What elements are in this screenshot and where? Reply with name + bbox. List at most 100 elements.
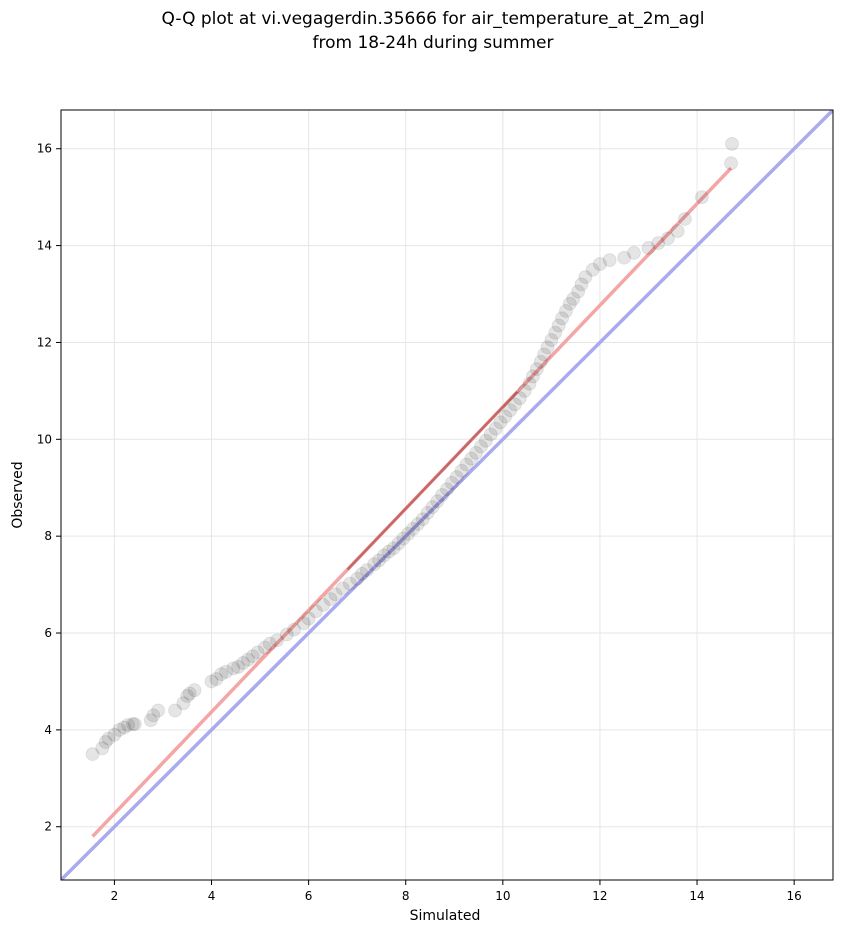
qq-point (143, 713, 158, 728)
qq-point (204, 674, 219, 689)
qq-point (641, 241, 656, 256)
qq-point (209, 672, 224, 687)
qq-point (372, 553, 387, 568)
qq-point (328, 587, 343, 602)
qq-point (236, 656, 251, 671)
qq-point (449, 470, 464, 485)
qq-point (323, 592, 338, 607)
qq-point (517, 383, 532, 398)
identity-line (61, 110, 833, 880)
qq-point (316, 597, 331, 612)
qq-point (95, 741, 110, 756)
qq-point (250, 645, 265, 660)
qq-point (512, 391, 527, 406)
qq-point (574, 277, 589, 292)
qq-point (585, 262, 600, 277)
qq-point (287, 622, 302, 637)
qq-point (226, 661, 241, 676)
qq-point (245, 649, 260, 664)
qq-point (444, 475, 459, 490)
qq-point (507, 397, 522, 412)
qq-point (578, 270, 593, 285)
qq-point (101, 731, 116, 746)
x-tick-label-3: 8 (402, 889, 410, 903)
qq-point (381, 544, 396, 559)
qq-point (182, 686, 197, 701)
x-tick-label-7: 16 (787, 889, 802, 903)
qq-point (660, 231, 675, 246)
qq-point (571, 284, 586, 299)
qq-point (473, 439, 488, 454)
tick-layer: 2 4 6 8 10 12 14 16 2 4 6 8 10 12 14 16 (37, 142, 802, 903)
qq-point (231, 659, 246, 674)
qq-point (464, 451, 479, 466)
qq-point (430, 494, 445, 509)
qq-point (301, 611, 316, 626)
qq-point (240, 652, 255, 667)
qq-point (558, 303, 573, 318)
qq-point (694, 190, 709, 205)
qq-point (406, 521, 421, 536)
qq-point (533, 354, 548, 369)
qq-point (483, 427, 498, 442)
qq-point (257, 640, 272, 655)
grid-layer (61, 110, 833, 880)
qq-point (503, 403, 518, 418)
plot-layer (61, 110, 833, 880)
qq-point (415, 512, 430, 527)
qq-point (146, 708, 161, 723)
qq-point (367, 557, 382, 572)
x-tick-label-5: 12 (592, 889, 607, 903)
qq-point (435, 488, 450, 502)
qq-point (127, 717, 142, 732)
qq-point (355, 566, 370, 581)
qq-point (562, 296, 577, 311)
x-tick-label-0: 2 (111, 889, 119, 903)
y-tick-label-6: 14 (37, 239, 52, 253)
qq-point (391, 536, 406, 551)
qq-point (296, 616, 311, 631)
qq-point (85, 747, 100, 762)
qq-point (270, 633, 285, 648)
qq-point (342, 576, 357, 591)
qq-point (725, 136, 740, 151)
qq-point (219, 664, 234, 679)
y-tick-label-7: 16 (37, 142, 52, 156)
qq-point (498, 409, 513, 424)
qq-point (525, 369, 540, 384)
y-tick-label-1: 4 (44, 723, 52, 737)
qq-point (401, 526, 416, 541)
qq-point (359, 563, 374, 578)
fit-line-overlay (346, 390, 519, 571)
x-tick-label-1: 4 (208, 889, 216, 903)
fit-line (91, 166, 733, 838)
qq-point (107, 727, 122, 742)
qq-point (537, 347, 552, 362)
qq-point (544, 333, 559, 348)
y-axis-label: Observed (10, 461, 26, 528)
qq-point (478, 433, 493, 448)
qq-point (410, 517, 425, 532)
qq-point (112, 722, 127, 737)
qq-point (117, 720, 132, 735)
x-tick-label-6: 14 (689, 889, 704, 903)
qq-point (493, 415, 508, 430)
y-tick-label-0: 2 (44, 820, 52, 834)
y-tick-label-2: 6 (44, 626, 52, 640)
x-tick-label-2: 6 (305, 889, 313, 903)
qq-point (551, 318, 566, 333)
qq-point (176, 696, 191, 711)
qq-point (548, 325, 563, 340)
qq-point (592, 257, 607, 271)
qq-point (677, 211, 692, 226)
qq-point (540, 340, 555, 355)
qq-point (440, 482, 454, 497)
qq-point (602, 253, 617, 268)
qq-point (670, 224, 685, 239)
qq-point (529, 362, 544, 377)
qq-point (420, 505, 435, 520)
qq-point (350, 571, 365, 586)
qq-point (335, 581, 350, 596)
qq-point (566, 291, 581, 306)
qq-point (151, 703, 166, 718)
